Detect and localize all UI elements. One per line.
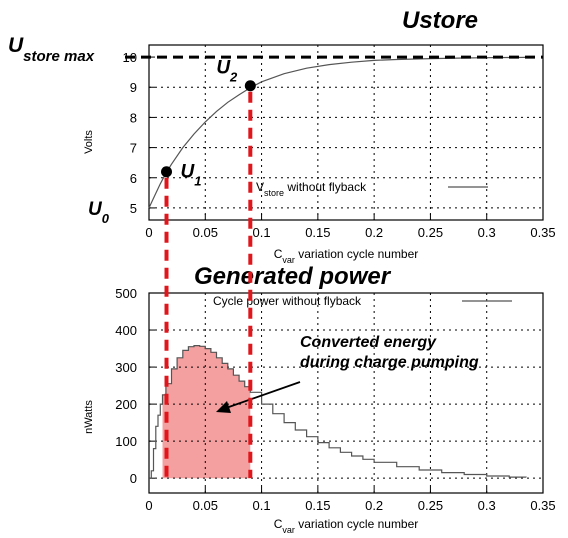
- ustore-x-tick-label: 0.05: [193, 225, 218, 240]
- power-y-tick-label: 400: [115, 323, 137, 338]
- power-x-tick-label: 0.35: [530, 498, 555, 513]
- converted-energy-annotation: Converted energy during charge pumping: [216, 334, 479, 413]
- converted-energy-annotation-line: during charge pumping: [300, 354, 479, 371]
- ustore-legend: Vstore without flyback: [256, 180, 488, 198]
- u-store-max-label: Ustore max: [8, 34, 95, 65]
- ustore-x-tick-label: 0.15: [305, 225, 330, 240]
- power-y-axis-label: nWatts: [83, 400, 95, 434]
- power-x-tick-label: 0.25: [418, 498, 443, 513]
- power-legend-label: Cycle power without flyback: [213, 294, 362, 308]
- converted-energy-shaded-area: [162, 345, 251, 479]
- power-x-tick-label: 0.2: [365, 498, 383, 513]
- power-y-tick-label: 300: [115, 360, 137, 375]
- power-y-tick-label: 100: [115, 434, 137, 449]
- power-series-line: [149, 345, 527, 479]
- power-chart: 0 0.05 0.1 0.15 0.2 0.25 0.3 0.35 0 100 200 300 400…: [83, 263, 556, 535]
- ustore-y-tick-label: 9: [130, 80, 137, 95]
- ustore-legend-label: Vstore without flyback: [256, 180, 367, 198]
- power-y-tick-label: 200: [115, 397, 137, 412]
- u2-point-marker: [244, 80, 256, 92]
- u2-label: U2: [216, 58, 238, 85]
- ustore-grid: [149, 45, 543, 220]
- power-y-ticks: 0 100 200 300 400 500: [115, 286, 155, 486]
- power-plot-frame: [148, 292, 544, 494]
- ustore-x-tick-label: 0.3: [478, 225, 496, 240]
- ustore-y-tick-label: 5: [130, 201, 137, 216]
- power-x-tick-label: 0.15: [305, 498, 330, 513]
- ustore-x-tick-label: 0.25: [418, 225, 443, 240]
- ustore-y-ticks: 5678910: [123, 50, 155, 216]
- converted-energy-annotation-line: Converted energy: [300, 334, 437, 351]
- annotation-arrow-shaft: [225, 381, 301, 409]
- ustore-annotations: Ustore max U0 U1 U2: [8, 34, 256, 226]
- ustore-x-axis-label: Cvar variation cycle number: [274, 247, 419, 265]
- u0-label: U0: [88, 199, 110, 226]
- ustore-x-ticks: 0 0.05 0.1 0.15 0.2 0.25 0.3 0.35: [145, 214, 556, 240]
- ustore-y-axis-label: Volts: [83, 130, 95, 154]
- power-title: Generated power: [194, 263, 392, 290]
- ustore-x-tick-label: 0.1: [253, 225, 271, 240]
- u1-point-marker: [161, 166, 173, 178]
- ustore-y-tick-label: 6: [130, 171, 137, 186]
- ustore-y-tick-label: 8: [130, 110, 137, 125]
- ustore-title: Ustore: [402, 7, 478, 34]
- power-x-axis-label: Cvar variation cycle number: [274, 517, 419, 535]
- power-y-tick-label: 0: [130, 471, 137, 486]
- power-y-tick-label: 500: [115, 286, 137, 301]
- ustore-y-tick-label: 7: [130, 141, 137, 156]
- ustore-x-tick-label: 0: [145, 225, 152, 240]
- power-x-tick-label: 0.3: [478, 498, 496, 513]
- power-x-ticks: 0 0.05 0.1 0.15 0.2 0.25 0.3 0.35: [145, 487, 556, 513]
- power-legend: Cycle power without flyback: [213, 294, 512, 308]
- ustore-x-tick-label: 0.2: [365, 225, 383, 240]
- power-x-tick-label: 0.05: [193, 498, 218, 513]
- ustore-chart: 00.050.10.150.20.250.30.35 5678910 Ustor…: [8, 7, 556, 265]
- power-x-tick-label: 0.1: [253, 498, 271, 513]
- ustore-plot-frame: [148, 44, 544, 221]
- u1-label: U1: [181, 162, 202, 189]
- annotation-arrow-head: [216, 401, 231, 413]
- ustore-x-tick-label: 0.35: [530, 225, 555, 240]
- power-x-tick-label: 0: [145, 498, 152, 513]
